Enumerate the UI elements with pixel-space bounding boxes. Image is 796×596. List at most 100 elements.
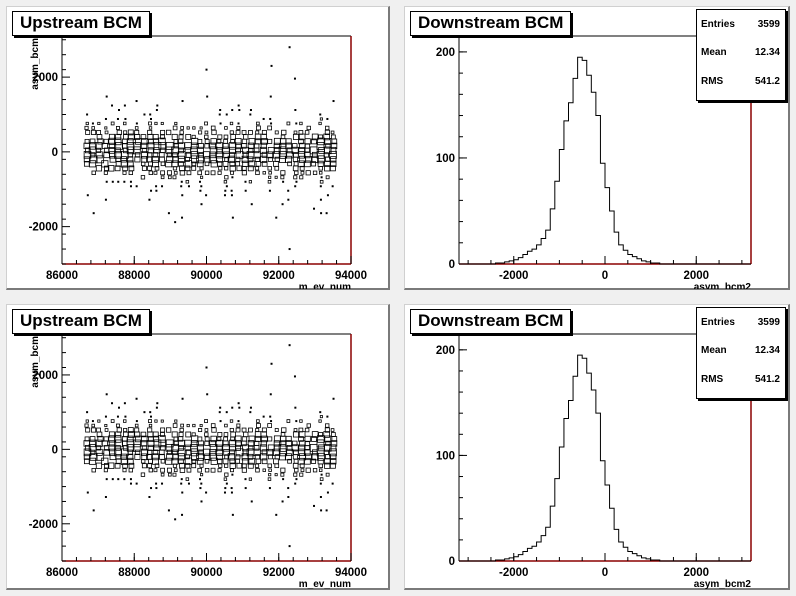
scatter-point (148, 198, 151, 201)
scatter-point (247, 462, 254, 469)
scatter-point (129, 478, 132, 481)
scatter-point (155, 189, 158, 192)
scatter-point (143, 113, 146, 116)
scatter-point (92, 212, 95, 215)
scatter-point (160, 170, 165, 176)
scatter-point (129, 180, 132, 183)
scatter-point (230, 487, 233, 490)
scatter-point (293, 130, 298, 135)
scatter-point (229, 427, 234, 433)
x-tick-label: 94000 (335, 567, 367, 579)
scatter-point (255, 467, 260, 473)
scatter-point (179, 130, 184, 135)
scatter-point (160, 432, 165, 437)
scatter-point (84, 445, 91, 451)
scatter-point (229, 165, 236, 172)
scatter-point (127, 129, 134, 136)
scatter-point (155, 185, 158, 188)
scatter-point (219, 109, 222, 112)
scatter-point (113, 435, 122, 443)
scatter-point (234, 435, 242, 443)
scatter-point (108, 147, 115, 154)
scatter-point (204, 453, 211, 461)
stats-label: Mean (701, 345, 727, 356)
scatter-point (298, 436, 304, 442)
pad-downstream-bottom[interactable]: -2000 0 2000 0 100 200 asym_bcm2 Downstream BC… (404, 304, 790, 590)
scatter-point (92, 509, 95, 512)
scatter-point (115, 423, 120, 428)
scatter-point (167, 175, 172, 180)
scatter-point (270, 122, 273, 125)
scatter-point (304, 160, 311, 168)
scatter-point (260, 155, 268, 163)
scatter-point (191, 155, 199, 164)
scatter-point (154, 463, 160, 468)
scatter-point (255, 170, 260, 176)
scatter-point (324, 129, 331, 136)
scatter-point (292, 454, 299, 460)
scatter-point (173, 139, 179, 144)
scatter-point (97, 138, 104, 145)
scatter-point (171, 431, 178, 438)
scatter-point (120, 453, 127, 460)
scatter-point (204, 436, 210, 442)
scatter-point (204, 419, 208, 423)
scatter-point (218, 463, 223, 468)
scatter-point (253, 151, 261, 159)
scatter-point (123, 478, 126, 481)
scatter-point (262, 468, 266, 472)
scatter-point (331, 482, 334, 485)
scatter-point (269, 415, 272, 418)
scatter-point (134, 423, 139, 428)
scatter-point (124, 117, 127, 120)
scatter-point (323, 152, 329, 158)
scatter-point (293, 472, 298, 477)
stats-value: 541.2 (754, 374, 780, 385)
scatter-point (147, 427, 153, 433)
scatter-point (319, 411, 322, 414)
scatter-point (319, 185, 322, 188)
scatter-point (329, 165, 336, 172)
scatter-point (110, 419, 115, 423)
scatter-point (178, 458, 184, 465)
scatter-point (104, 165, 110, 171)
scatter-point (288, 248, 291, 251)
scatter-point (243, 431, 249, 438)
pad-upstream-bottom[interactable]: 86000 88000 90000 92000 94000 -2000 0 2000 m_ev_… (6, 304, 390, 590)
scatter-point (284, 453, 292, 461)
scatter-point (324, 462, 331, 469)
scatter-point (229, 160, 236, 167)
pad-upstream-top[interactable]: 86000 88000 90000 92000 94000 -2000 0 2000 m_ev_… (6, 6, 390, 290)
scatter-point (141, 147, 148, 153)
scatter-point (160, 121, 164, 125)
scatter-point (124, 415, 127, 418)
scatter-point (311, 138, 317, 145)
scatter-point (91, 423, 95, 428)
scatter-point (280, 170, 286, 176)
stats-label: RMS (701, 374, 724, 385)
scatter-point (153, 468, 158, 473)
y-axis-label: asym_bcm (30, 38, 41, 90)
scatter-point (305, 170, 311, 176)
scatter-point (241, 165, 247, 171)
scatter-point (241, 463, 247, 469)
scatter-point (267, 166, 272, 171)
scatter-point (95, 445, 102, 451)
scatter-point (171, 457, 179, 465)
scatter-point (186, 170, 192, 176)
scatter-point (230, 194, 233, 197)
scatter-point (148, 423, 153, 428)
scatter-point (104, 463, 110, 469)
scatter-point (108, 448, 117, 456)
scatter-point (248, 477, 252, 481)
scatter-point (113, 137, 122, 146)
scatter-point (180, 482, 183, 485)
scatter-point (180, 180, 183, 183)
pad-downstream-top[interactable]: -2000 0 2000 0 100 200 asym_bcm2 Downstream BC… (404, 6, 790, 290)
scatter-point (249, 113, 252, 116)
scatter-point (262, 171, 266, 175)
scatter-point (143, 411, 146, 414)
scatter-point (117, 180, 120, 183)
scatter-point (161, 185, 164, 188)
y-tick-label: 2000 (32, 370, 58, 382)
